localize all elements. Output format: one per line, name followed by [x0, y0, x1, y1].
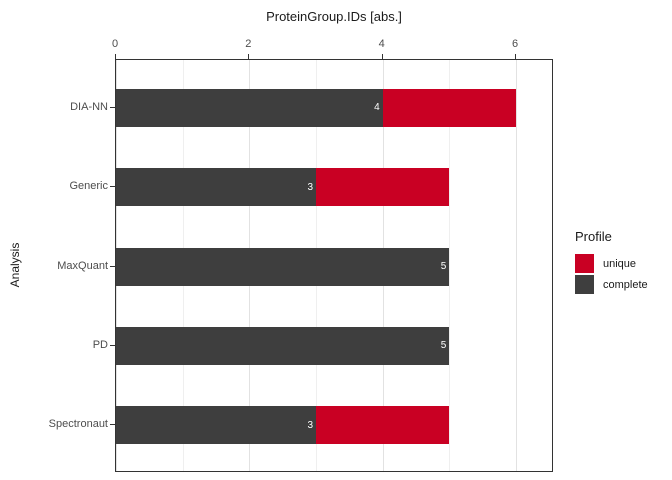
legend-swatch [575, 275, 594, 294]
x-tick-mark [381, 54, 383, 59]
bar-value-label: 4 [374, 102, 380, 114]
y-tick-mark [110, 106, 115, 108]
x-tick-mark [248, 54, 250, 59]
bar-segment-unique [316, 168, 450, 207]
x-tick-label: 6 [511, 38, 519, 50]
y-tick-label: DIA-NN [70, 100, 108, 113]
bar-row: 5 [116, 247, 450, 286]
bar-row: 4 [116, 88, 516, 127]
x-tick-label: 0 [111, 38, 119, 50]
legend-item: complete [575, 275, 648, 294]
gridline-major [516, 60, 517, 471]
bar-row: 5 [116, 326, 450, 365]
y-tick-mark [110, 344, 115, 346]
y-tick-label: Generic [69, 180, 108, 193]
y-tick-label: PD [92, 338, 108, 351]
bar-segment-unique [316, 406, 450, 445]
x-tick-mark [515, 54, 516, 59]
bar-value-label: 3 [307, 181, 313, 193]
y-tick-mark [110, 265, 115, 267]
bar-value-label: 3 [307, 419, 313, 431]
bar-segment-complete: 4 [116, 88, 383, 127]
legend: Profile unique complete [575, 229, 648, 296]
bar-row: 3 [116, 406, 450, 445]
gridline-minor [449, 60, 451, 471]
plot-panel: 4 3 5 5 3 [115, 59, 553, 472]
legend-item-label: complete [603, 278, 648, 291]
legend-swatch [575, 254, 594, 273]
y-tick-mark [110, 424, 115, 426]
legend-item-label: unique [603, 257, 637, 270]
x-tick-label: 2 [245, 38, 252, 50]
y-tick-label: MaxQuant [57, 259, 108, 272]
bar-value-label: 5 [440, 340, 447, 352]
y-tick-mark [110, 186, 115, 188]
bar-segment-complete: 3 [116, 406, 316, 445]
bar-segment-complete: 5 [116, 326, 450, 365]
x-tick-label: 4 [378, 38, 385, 50]
legend-item: unique [575, 254, 648, 273]
bar-segment-complete: 5 [116, 247, 450, 286]
y-tick-label: Spectronaut [48, 418, 108, 431]
bar-value-label: 5 [440, 261, 447, 272]
legend-items: unique complete [575, 254, 648, 294]
x-tick-mark [115, 54, 116, 59]
bar-row: 3 [116, 168, 450, 207]
legend-title: Profile [575, 229, 612, 244]
bar-segment-complete: 3 [116, 168, 316, 207]
bar-segment-unique [382, 88, 516, 127]
chart-title: ProteinGroup.IDs [abs.] [266, 9, 402, 24]
